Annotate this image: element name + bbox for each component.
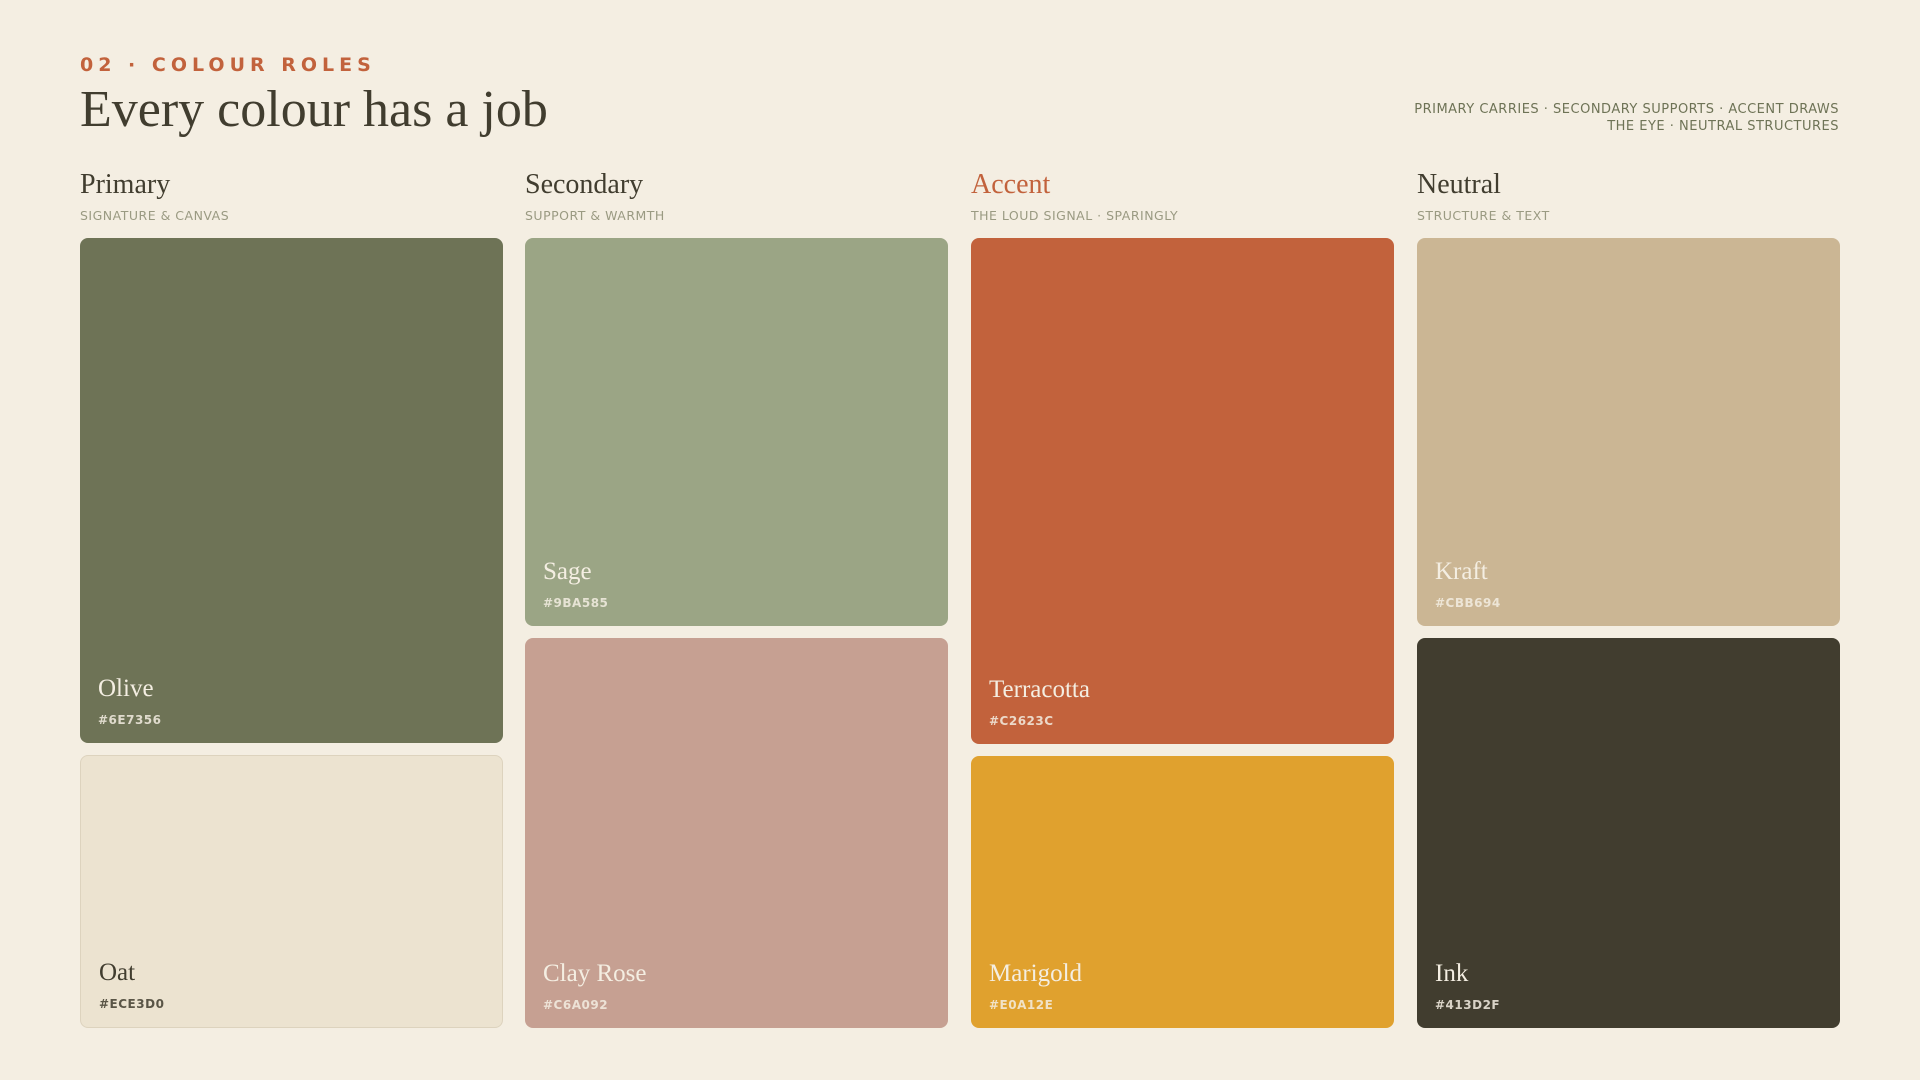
column-title: Neutral (1417, 169, 1501, 200)
swatch-name: Ink (1435, 960, 1469, 987)
swatch-name: Olive (98, 675, 154, 702)
swatch: Kraft #CBB694 (1417, 238, 1840, 626)
column-title: Secondary (525, 169, 644, 200)
page-title: Every colour has a job (80, 81, 548, 138)
column-subtitle: SUPPORT & WARMTH (525, 208, 665, 223)
note-line: PRIMARY CARRIES · SECONDARY SUPPORTS · A… (1414, 102, 1839, 117)
swatch-hex: #CBB694 (1435, 596, 1501, 610)
swatch-name: Sage (543, 558, 592, 585)
eyebrow: 02 · COLOUR ROLES (80, 54, 376, 76)
swatch: Sage #9BA585 (525, 238, 948, 626)
swatch-hex: #C2623C (989, 714, 1054, 728)
column: Secondary SUPPORT & WARMTH Sage #9BA585 … (525, 168, 948, 1040)
swatch: Oat #ECE3D0 (80, 755, 503, 1028)
swatch: Ink #413D2F (1417, 638, 1840, 1028)
swatch-hex: #E0A12E (989, 998, 1054, 1012)
swatch-name: Kraft (1435, 558, 1488, 585)
note: PRIMARY CARRIES · SECONDARY SUPPORTS · A… (1414, 101, 1839, 135)
swatch-hex: #C6A092 (543, 998, 609, 1012)
swatch-name: Clay Rose (543, 960, 647, 987)
column: Primary SIGNATURE & CANVAS Olive #6E7356… (80, 168, 503, 1040)
swatch-name: Terracotta (989, 676, 1090, 703)
swatch-name: Oat (99, 959, 136, 986)
column-title: Accent (971, 169, 1051, 200)
swatch-hex: #ECE3D0 (99, 997, 165, 1011)
note-line: THE EYE · NEUTRAL STRUCTURES (1607, 119, 1839, 134)
swatch: Clay Rose #C6A092 (525, 638, 948, 1028)
swatch-name: Marigold (989, 960, 1083, 987)
swatch: Olive #6E7356 (80, 238, 503, 743)
column-subtitle: THE LOUD SIGNAL · SPARINGLY (971, 208, 1179, 223)
column: Neutral STRUCTURE & TEXT Kraft #CBB694 I… (1417, 168, 1840, 1040)
swatch-hex: #6E7356 (98, 713, 162, 727)
column-subtitle: STRUCTURE & TEXT (1417, 208, 1550, 223)
column-title: Primary (80, 169, 171, 200)
column: Accent THE LOUD SIGNAL · SPARINGLY Terra… (971, 168, 1394, 1040)
swatch-hex: #9BA585 (543, 596, 609, 610)
swatch-hex: #413D2F (1435, 998, 1501, 1012)
swatch: Marigold #E0A12E (971, 756, 1394, 1028)
swatch: Terracotta #C2623C (971, 238, 1394, 744)
column-subtitle: SIGNATURE & CANVAS (80, 208, 230, 223)
